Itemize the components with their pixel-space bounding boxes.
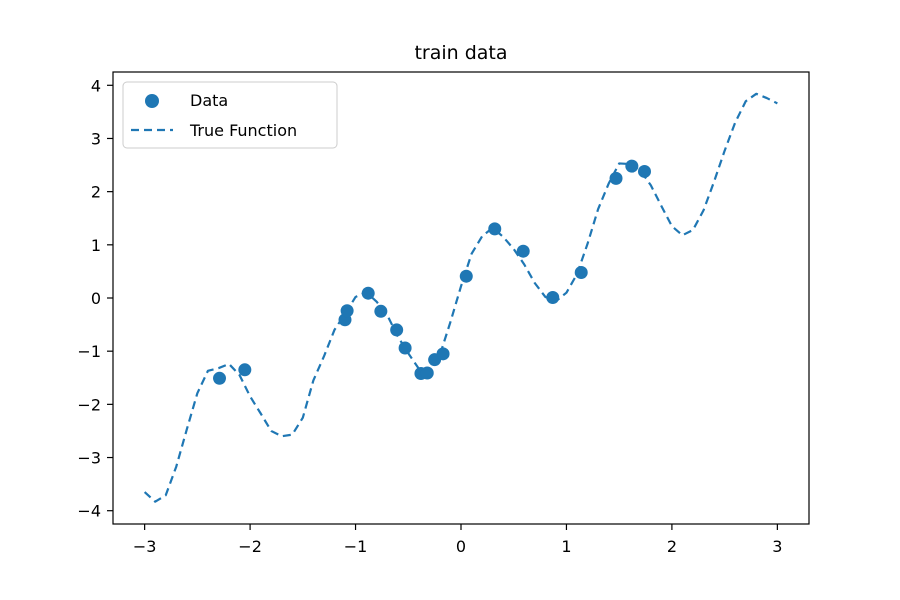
data-point [637, 164, 651, 178]
true-function-line [143, 92, 778, 503]
data-point [374, 304, 388, 318]
data-point [213, 371, 227, 385]
y-tick-label: 1 [91, 236, 101, 255]
x-tick-label: 3 [772, 537, 782, 556]
legend-box [122, 81, 338, 149]
data-point [488, 222, 502, 236]
x-axis: −3 −2 −1 0 1 2 3 [133, 524, 782, 556]
data-point [546, 290, 560, 304]
y-tick-label: −1 [77, 342, 101, 361]
x-tick-label: 2 [667, 537, 677, 556]
data-point [625, 159, 639, 173]
y-tick-label: 0 [91, 289, 101, 308]
y-tick-label: −2 [77, 395, 101, 414]
y-tick-label: 4 [91, 76, 101, 95]
legend-label-true-function: True Function [189, 121, 297, 140]
y-tick-label: −4 [77, 502, 101, 521]
data-point [459, 269, 473, 283]
data-point [340, 304, 354, 318]
y-tick-label: 3 [91, 129, 101, 148]
x-tick-label: −3 [133, 537, 157, 556]
y-axis: −4 −3 −2 −1 0 1 2 3 4 [77, 76, 113, 521]
legend-label-data: Data [190, 91, 228, 110]
data-point [516, 244, 530, 258]
y-tick-label: −3 [77, 449, 101, 468]
data-point [238, 363, 252, 377]
x-tick-label: 1 [561, 537, 571, 556]
y-tick-label: 2 [91, 183, 101, 202]
data-point [390, 323, 404, 337]
data-point [398, 341, 412, 355]
x-tick-label: −1 [344, 537, 368, 556]
legend-marker-data [145, 94, 159, 108]
chart-title: train data [414, 42, 507, 64]
data-point [574, 265, 588, 279]
data-points-layer [213, 159, 651, 385]
x-tick-label: 0 [456, 537, 466, 556]
true-function-layer [143, 92, 778, 503]
data-point [361, 286, 375, 300]
x-tick-label: −2 [238, 537, 262, 556]
data-point [609, 171, 623, 185]
data-point [420, 366, 434, 380]
legend: Data True Function [122, 81, 338, 149]
data-point [436, 347, 450, 361]
